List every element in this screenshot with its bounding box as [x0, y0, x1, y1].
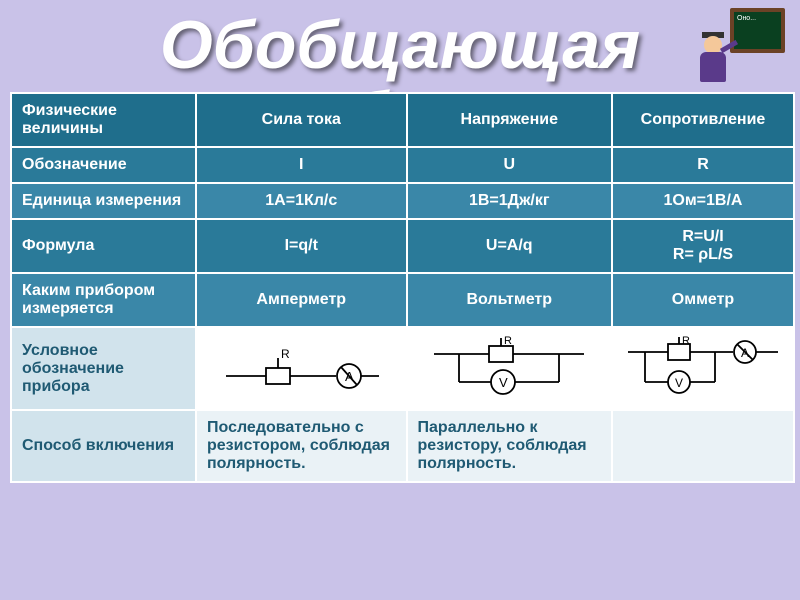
cell: 1В=1Дж/кг — [407, 183, 612, 219]
cell: U — [407, 147, 612, 183]
chalkboard-text: Оно... — [734, 12, 781, 26]
row-label: Каким прибором измеряется — [11, 273, 196, 327]
teacher-clipart: Оно... — [690, 8, 785, 88]
cell — [612, 410, 794, 482]
cell: Последовательно с резистором, соблюдая п… — [196, 410, 407, 482]
col-current: Сила тока — [196, 93, 407, 147]
cell: I — [196, 147, 407, 183]
row-connection: Способ включения Последовательно с резис… — [11, 410, 794, 482]
cell: Параллельно к резистору, соблюдая полярн… — [407, 410, 612, 482]
cell: R=U/I R= ρL/S — [612, 219, 794, 273]
cell: R — [612, 147, 794, 183]
row-label: Способ включения — [11, 410, 196, 482]
circuit-voltmeter: R V — [407, 327, 612, 410]
svg-text:R: R — [504, 336, 512, 347]
row-label: Формула — [11, 219, 196, 273]
cell: U=A/q — [407, 219, 612, 273]
cell: I=q/t — [196, 219, 407, 273]
cell: 1Ом=1В/А — [612, 183, 794, 219]
cell: Вольтметр — [407, 273, 612, 327]
ammeter-circuit-icon: R A — [221, 336, 381, 396]
row-instrument: Каким прибором измеряется Амперметр Воль… — [11, 273, 794, 327]
circuit-ammeter: R A — [196, 327, 407, 410]
cell: Омметр — [612, 273, 794, 327]
row-symbol: Условное обозначение прибора R A — [11, 327, 794, 410]
row-label: Единица измерения — [11, 183, 196, 219]
row-designation: Обозначение I U R — [11, 147, 794, 183]
svg-text:R: R — [682, 336, 690, 347]
voltmeter-circuit-icon: R V — [429, 336, 589, 396]
row-label: Обозначение — [11, 147, 196, 183]
svg-text:V: V — [675, 376, 683, 390]
cell: Амперметр — [196, 273, 407, 327]
chalkboard-icon: Оно... — [730, 8, 785, 53]
summary-table: Физические величины Сила тока Напряжение… — [10, 92, 795, 483]
teacher-icon — [692, 36, 736, 88]
ohmmeter-circuit-icon: R A V — [623, 336, 783, 396]
col-voltage: Напряжение — [407, 93, 612, 147]
svg-text:R: R — [281, 347, 290, 361]
slide: Обобщающая таблица Оно... Физические вел… — [0, 0, 800, 600]
col-label: Физические величины — [11, 93, 196, 147]
row-label: Условное обозначение прибора — [11, 327, 196, 410]
svg-text:V: V — [499, 375, 508, 390]
circuit-ohmmeter: R A V — [612, 327, 794, 410]
header-row: Физические величины Сила тока Напряжение… — [11, 93, 794, 147]
row-unit: Единица измерения 1А=1Кл/с 1В=1Дж/кг 1Ом… — [11, 183, 794, 219]
cell: 1А=1Кл/с — [196, 183, 407, 219]
col-resistance: Сопротивление — [612, 93, 794, 147]
row-formula: Формула I=q/t U=A/q R=U/I R= ρL/S — [11, 219, 794, 273]
